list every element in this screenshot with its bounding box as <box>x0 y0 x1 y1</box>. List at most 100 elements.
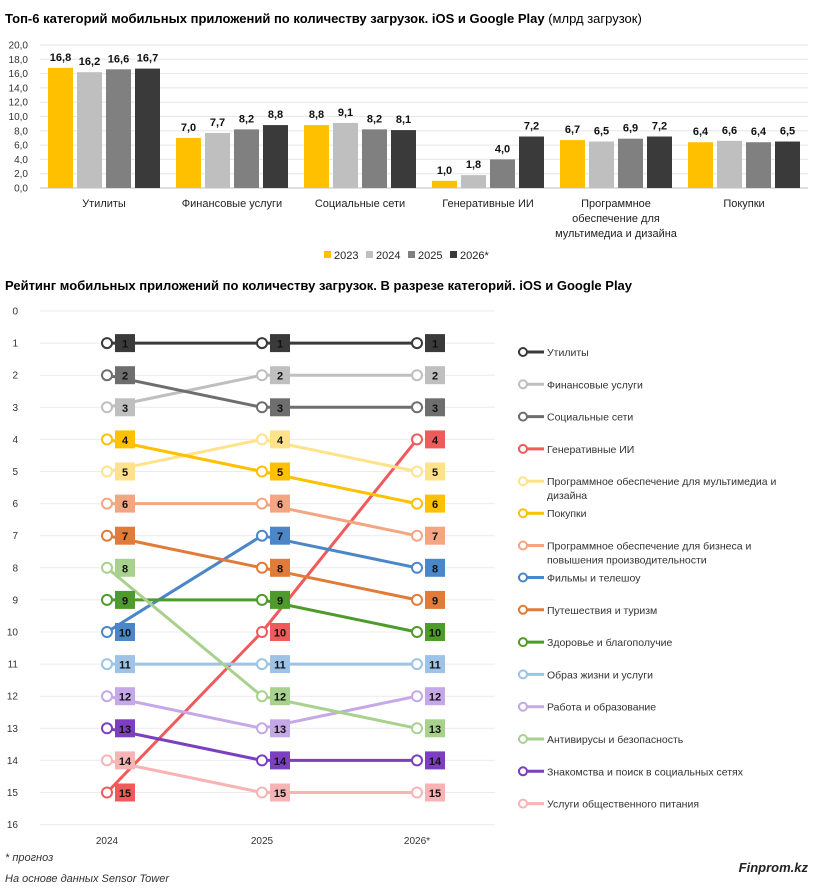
bar-2024 <box>589 141 614 188</box>
series-marker <box>411 529 423 542</box>
y-tick-label: 4 <box>12 435 18 446</box>
rank-label: 5 <box>122 467 128 479</box>
brand-logo: Finprom.kz <box>738 860 808 875</box>
legend-marker <box>518 637 528 648</box>
rank-badge <box>270 558 290 577</box>
bar-2026* <box>263 125 288 188</box>
bar-2023 <box>688 142 713 188</box>
rank-label: 2 <box>432 371 438 383</box>
y-tick-label: 6 <box>12 499 18 510</box>
rank-badge <box>425 526 445 545</box>
series-marker <box>101 529 113 542</box>
legend-label: Антивирусы и безопасность <box>547 734 684 746</box>
legend-marker <box>518 347 528 357</box>
legend-marker <box>518 411 528 422</box>
forecast-note: * прогноз <box>5 852 54 864</box>
data-label: 6,4 <box>693 126 709 138</box>
legend-label: дизайна <box>547 490 587 502</box>
rank-badge <box>425 783 445 802</box>
y-tick-label: 0 <box>12 307 18 318</box>
legend-label: Финансовые услуги <box>547 379 643 391</box>
y-tick-label: 2,0 <box>14 169 28 180</box>
category-label: мультимедиа и дизайна <box>555 228 678 240</box>
series-marker <box>411 433 423 446</box>
series-marker <box>256 401 268 414</box>
rank-badge <box>270 526 290 545</box>
rank-badge <box>115 783 135 802</box>
y-tick-label: 6,0 <box>14 141 28 152</box>
bar-2025 <box>106 69 131 188</box>
rank-badge <box>270 334 290 353</box>
series-marker <box>411 626 423 638</box>
rank-badge <box>115 526 135 545</box>
data-label: 16,2 <box>79 56 100 68</box>
legend-marker <box>518 604 528 615</box>
y-tick-label: 13 <box>7 724 19 735</box>
rank-label: 15 <box>119 788 131 800</box>
series-marker <box>256 626 268 638</box>
rank-label: 15 <box>274 788 286 800</box>
series-marker <box>101 369 113 382</box>
rank-label: 8 <box>122 563 128 575</box>
series-marker <box>101 690 113 703</box>
rank-badge <box>425 462 445 481</box>
rank-label: 12 <box>119 692 131 704</box>
rank-label: 5 <box>277 467 283 479</box>
rank-badge <box>270 366 290 385</box>
rank-badge <box>270 623 290 641</box>
rank-badge <box>270 751 290 770</box>
series-marker <box>256 465 268 478</box>
data-label: 7,2 <box>524 121 539 133</box>
legend-label: Услуги общественного питания <box>547 799 699 811</box>
bar-2026* <box>519 136 544 188</box>
series-line <box>106 534 418 634</box>
legend-label: Покупки <box>547 508 587 520</box>
rank-label: 2 <box>277 371 283 383</box>
series-marker <box>411 722 423 735</box>
x-tick-label: 2024 <box>96 836 119 847</box>
rank-label: 7 <box>122 531 128 543</box>
legend-label: 2023 <box>334 250 358 262</box>
rank-badge <box>115 334 135 353</box>
rank-label: 1 <box>122 339 128 351</box>
y-tick-label: 9 <box>12 595 18 606</box>
category-label: Финансовые услуги <box>182 198 282 210</box>
y-tick-label: 4,0 <box>14 155 28 166</box>
legend-label: Социальные сети <box>547 412 633 424</box>
y-tick-label: 8 <box>12 563 18 574</box>
series-line <box>105 438 419 794</box>
rank-badge <box>270 398 290 417</box>
rank-badge <box>270 687 290 706</box>
legend-label: Работа и образование <box>547 702 656 714</box>
category-label: Программное <box>581 198 651 210</box>
data-label: 8,8 <box>309 109 324 121</box>
legend-label: Программное обеспечение для мультимедиа … <box>547 476 777 488</box>
series-marker <box>411 561 423 574</box>
data-label: 8,1 <box>396 114 411 126</box>
rank-badge <box>115 366 135 385</box>
series-marker <box>411 786 423 799</box>
rank-badge <box>270 655 290 674</box>
data-label: 7,2 <box>652 121 667 133</box>
series-marker <box>256 433 268 446</box>
chart2-title: Рейтинг мобильных приложений по количест… <box>5 278 633 293</box>
bar-2026* <box>135 68 160 188</box>
rank-badge <box>425 719 445 738</box>
data-label: 6,9 <box>623 123 638 135</box>
y-tick-label: 15 <box>7 788 19 799</box>
data-label: 8,2 <box>367 113 382 125</box>
rank-badge <box>425 655 445 674</box>
data-label: 6,5 <box>594 126 609 138</box>
series-marker <box>101 433 113 446</box>
rank-badge <box>270 430 290 449</box>
series-marker <box>256 690 268 703</box>
y-tick-label: 2 <box>12 371 18 382</box>
rank-badge <box>115 558 135 577</box>
rank-label: 4 <box>432 435 439 447</box>
legend-marker <box>518 379 528 390</box>
rank-label: 13 <box>429 724 441 736</box>
series-marker <box>101 561 113 574</box>
rank-label: 10 <box>429 628 441 640</box>
rank-label: 3 <box>432 403 438 415</box>
